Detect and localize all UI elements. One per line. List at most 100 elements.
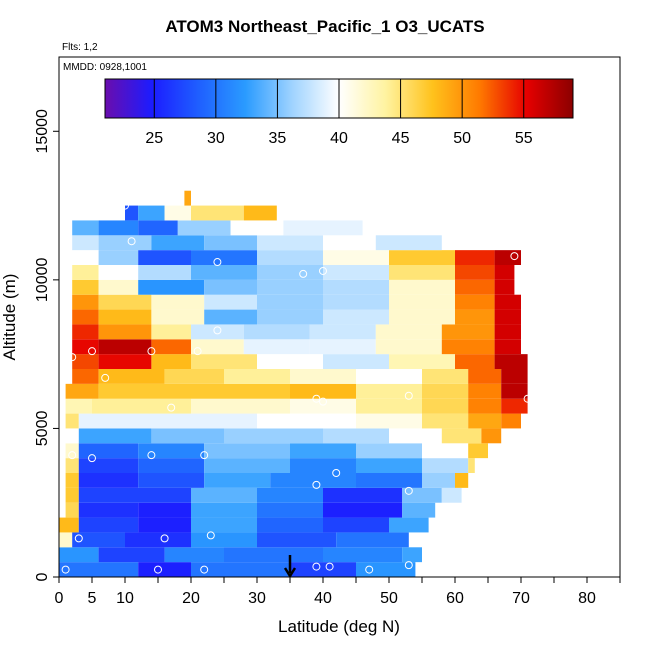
- sample-point: [68, 451, 77, 460]
- heatmap-cell: [164, 547, 224, 563]
- heatmap-cell: [72, 309, 99, 325]
- sample-point: [510, 252, 519, 261]
- heatmap-cell: [257, 294, 323, 310]
- heatmap-cell: [78, 473, 139, 488]
- heatmap-cell: [65, 383, 99, 399]
- heatmap-cell: [290, 369, 356, 384]
- heatmap-cell: [65, 458, 79, 473]
- heatmap-cell: [257, 517, 323, 533]
- sample-point: [213, 326, 222, 335]
- heatmap-cell: [72, 324, 99, 340]
- heatmap-cell: [389, 250, 455, 265]
- heatmap-cell: [422, 473, 455, 488]
- heatmap-cell: [356, 398, 422, 414]
- sample-point: [312, 394, 321, 403]
- heatmap-cell: [323, 279, 389, 295]
- x-axis-label: Latitude (deg N): [278, 617, 400, 636]
- heatmap-cell: [389, 354, 455, 369]
- heatmap-cell: [158, 413, 257, 429]
- sample-point: [325, 562, 334, 571]
- heatmap-cell: [402, 502, 436, 518]
- heatmap-cell: [98, 220, 139, 236]
- heatmap-cell: [356, 369, 422, 384]
- heatmap-cell: [72, 354, 99, 369]
- heatmap-cell: [98, 294, 152, 310]
- heatmap-cell: [72, 369, 99, 384]
- y-tick-label: 0: [34, 572, 51, 581]
- heatmap-cell: [389, 309, 455, 325]
- colorbar-tick-label: 45: [392, 130, 410, 147]
- heatmap-cell: [389, 294, 455, 310]
- heatmap-cell: [151, 294, 205, 310]
- heatmap-cell: [72, 294, 99, 310]
- heatmap-cell: [283, 220, 363, 236]
- x-tick-label: 60: [446, 590, 464, 607]
- heatmap-cell: [402, 547, 422, 563]
- heatmap-cell: [257, 502, 323, 518]
- heatmap-cell: [455, 294, 495, 310]
- heatmap-cell: [323, 547, 403, 563]
- heatmap-cell: [290, 383, 356, 399]
- heatmap-cell: [501, 398, 528, 414]
- heatmap-cell: [257, 309, 323, 325]
- x-tick-label: 80: [578, 590, 596, 607]
- heatmap-cell: [164, 369, 224, 384]
- heatmap-cell: [191, 205, 244, 221]
- sample-point: [167, 403, 176, 412]
- heatmap-cell: [257, 487, 323, 503]
- heatmap-cell: [72, 279, 99, 295]
- sample-point: [444, 240, 453, 249]
- heatmap-cell: [468, 443, 488, 459]
- heatmap-cell: [191, 398, 290, 414]
- heatmap-cell: [78, 517, 139, 533]
- y-tick-label: 5000: [34, 411, 51, 447]
- heatmap-cell: [138, 473, 205, 488]
- heatmap-cell: [422, 413, 469, 429]
- x-tick-label: 0: [55, 590, 64, 607]
- heatmap-cell: [481, 428, 502, 444]
- heatmap-cell: [389, 279, 455, 295]
- colorbar-tick-label: 30: [207, 130, 225, 147]
- heatmap-cell: [494, 339, 521, 355]
- x-tick-label: 40: [314, 590, 332, 607]
- heatmap-cell: [356, 473, 422, 488]
- heatmap-cell: [243, 324, 310, 340]
- sample-point: [523, 394, 532, 403]
- heatmap-cell: [191, 562, 290, 577]
- heatmap-cell: [441, 428, 482, 444]
- heatmap-cell: [78, 458, 139, 473]
- heatmap-cell: [422, 398, 469, 414]
- heatmap-cell: [468, 383, 502, 399]
- heatmap-cell: [389, 265, 455, 280]
- sample-point: [365, 565, 374, 574]
- heatmap-cell: [204, 458, 290, 473]
- heatmap-cell: [257, 235, 323, 251]
- sample-point: [160, 534, 169, 543]
- heatmap-cell: [204, 235, 257, 251]
- sample-points: [61, 201, 532, 574]
- heatmap-cell: [336, 532, 409, 548]
- heatmap-cell: [65, 443, 79, 459]
- heatmap-cell: [389, 517, 429, 533]
- heatmap-cell: [78, 487, 125, 503]
- heatmap-cell: [98, 354, 152, 369]
- heatmap-cell: [191, 532, 257, 548]
- date-note: MMDD: 0928,1001: [63, 62, 147, 73]
- sample-point: [404, 391, 413, 400]
- heatmap-cell: [191, 354, 257, 369]
- heatmap-cell: [455, 279, 495, 295]
- sample-point: [200, 451, 209, 460]
- heatmap-cell: [151, 339, 191, 355]
- sample-point: [213, 258, 222, 267]
- sample-point: [404, 486, 413, 495]
- x-tick-label: 5: [88, 590, 97, 607]
- heatmap-cell: [191, 250, 257, 265]
- heatmap-cell: [455, 250, 495, 265]
- heatmap-cell: [243, 205, 277, 221]
- sample-point: [101, 373, 110, 382]
- y-axis-label: Altitude (m): [0, 274, 19, 361]
- heatmap-cell: [257, 532, 337, 548]
- heatmap-cell: [494, 354, 528, 369]
- heatmap-cell: [177, 220, 231, 236]
